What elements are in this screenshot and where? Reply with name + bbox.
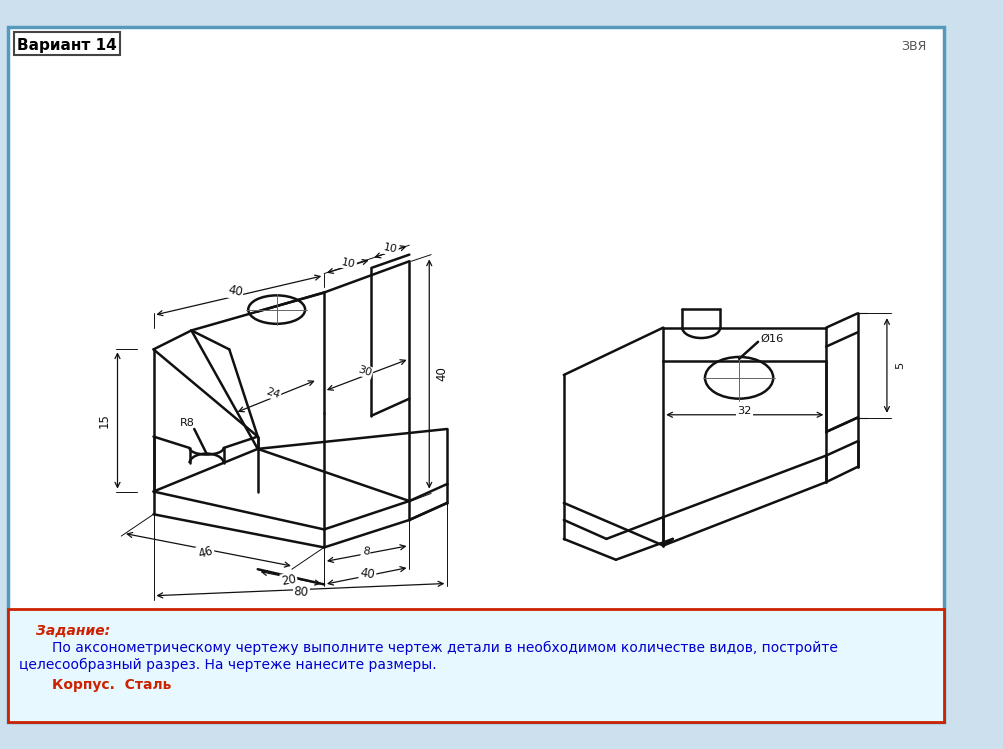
Text: 46: 46 — [197, 544, 215, 560]
FancyBboxPatch shape — [8, 27, 943, 722]
Text: 40: 40 — [226, 284, 244, 300]
Text: 24: 24 — [265, 386, 281, 400]
Text: 10: 10 — [382, 243, 398, 255]
Text: 40: 40 — [434, 366, 447, 381]
Text: Корпус.  Сталь: Корпус. Сталь — [52, 678, 172, 692]
Text: R8: R8 — [180, 418, 195, 428]
Text: 20: 20 — [280, 573, 297, 588]
Text: 8: 8 — [361, 546, 370, 557]
Text: 15: 15 — [97, 413, 110, 428]
Text: Ø16: Ø16 — [760, 334, 783, 344]
Text: 30: 30 — [356, 364, 373, 378]
FancyBboxPatch shape — [8, 609, 943, 722]
Text: По аксонометрическому чертежу выполните чертеж детали в необходимом количестве в: По аксонометрическому чертежу выполните … — [52, 641, 838, 655]
Text: 80: 80 — [293, 585, 309, 599]
Text: ЗВЯ: ЗВЯ — [901, 40, 926, 53]
Text: 40: 40 — [359, 566, 376, 582]
Text: целесообразный разрез. На чертеже нанесите размеры.: целесообразный разрез. На чертеже нанеси… — [19, 658, 436, 673]
FancyBboxPatch shape — [14, 32, 120, 55]
Text: Вариант 14: Вариант 14 — [17, 37, 117, 52]
Text: 5: 5 — [895, 362, 905, 369]
Text: Задание:: Задание: — [36, 624, 110, 638]
Text: 32: 32 — [737, 406, 751, 416]
Text: 10: 10 — [340, 257, 356, 270]
